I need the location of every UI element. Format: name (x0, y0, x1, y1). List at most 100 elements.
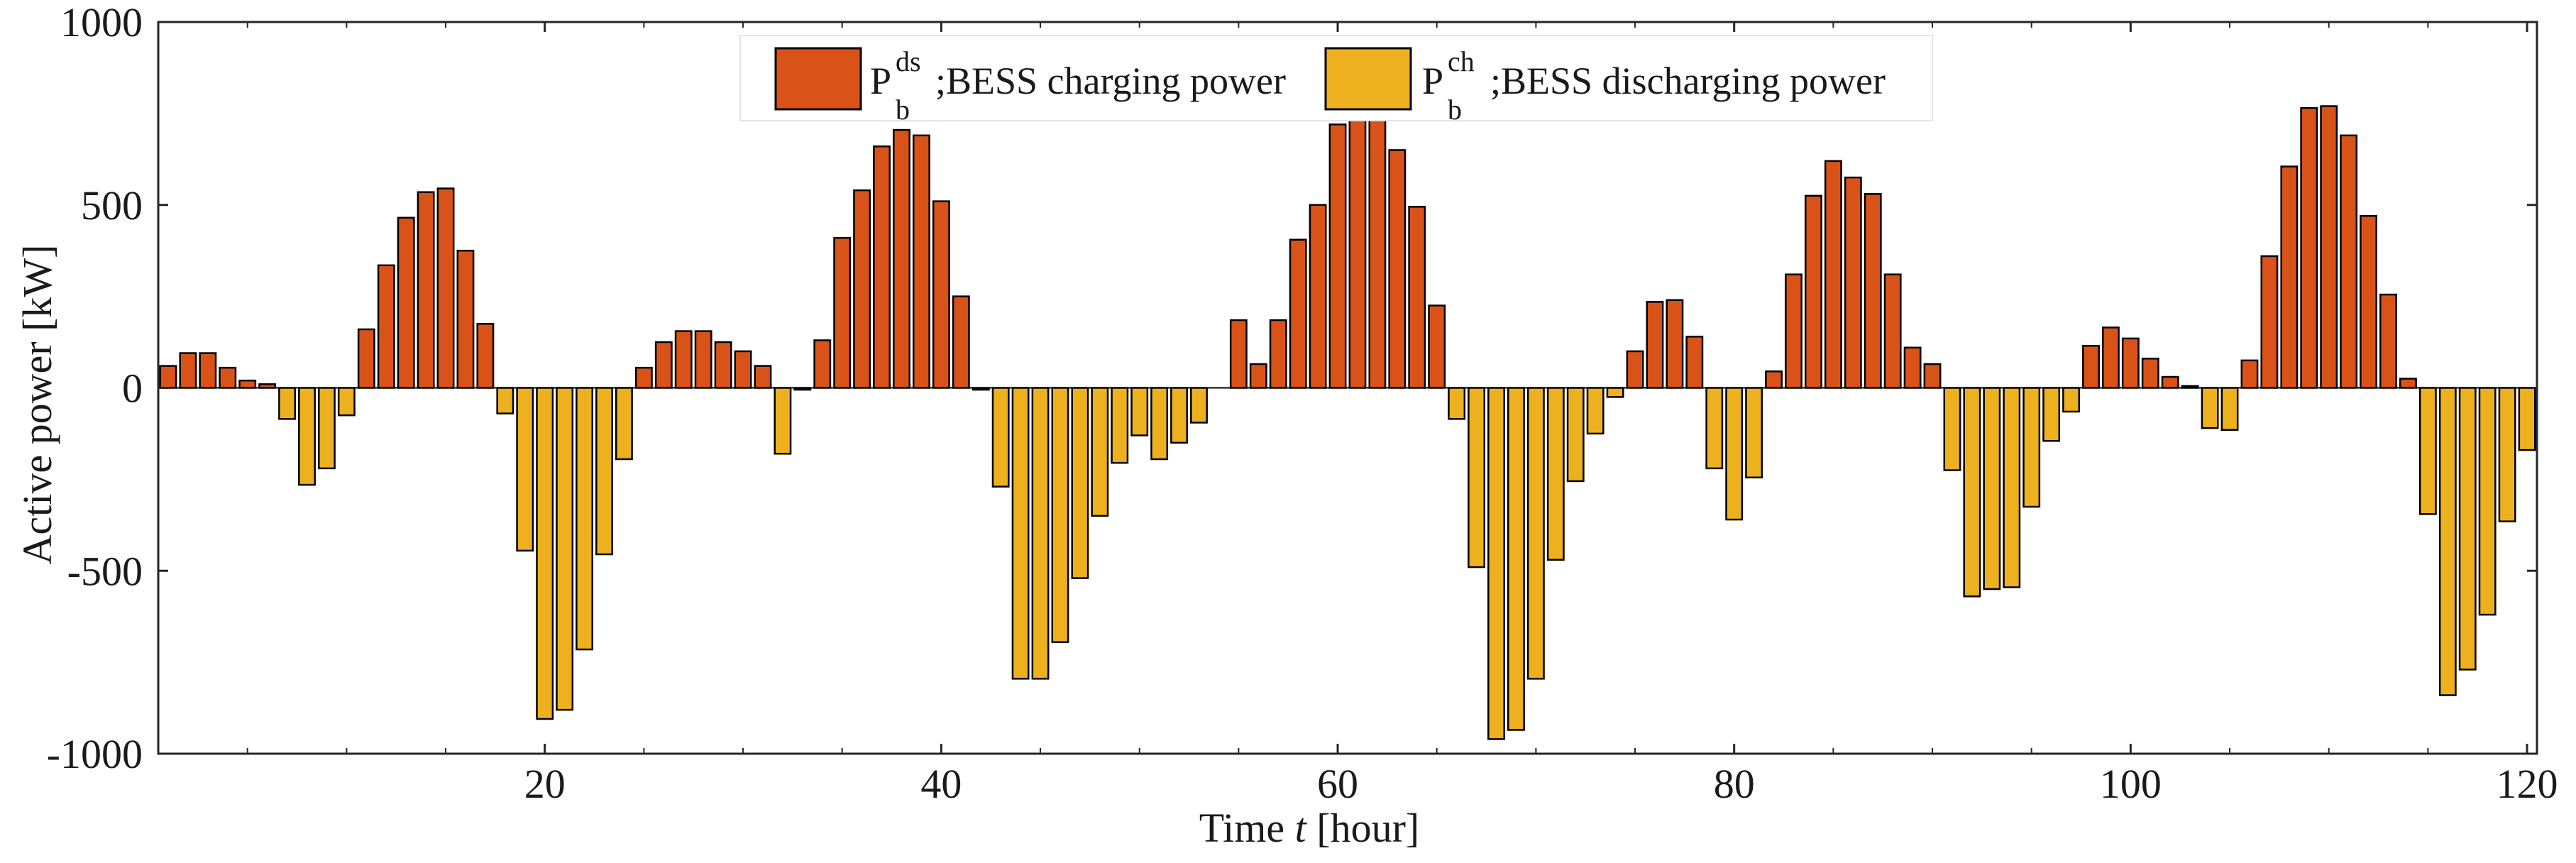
x-axis-label-prefix: Time (1199, 805, 1295, 851)
legend-superscript-charging: ds (896, 45, 921, 77)
x-tick-label: 40 (920, 761, 962, 807)
bar-discharging (2438, 387, 2457, 696)
y-tick-label: 500 (81, 182, 143, 229)
legend-swatch-discharging (1324, 47, 1412, 111)
bar-discharging (774, 387, 792, 455)
bar-charging (238, 379, 257, 389)
bar-charging (1883, 273, 1902, 389)
bar-charging (1368, 109, 1387, 389)
legend-swatch-charging (774, 47, 862, 111)
bar-discharging (536, 387, 554, 720)
bar-charging (952, 295, 970, 389)
bar-discharging (1468, 387, 1485, 568)
bar-discharging (1150, 387, 1169, 461)
bars-group (159, 105, 2536, 740)
bar-charging (1428, 304, 1446, 389)
x-axis-label: Time t [hour] (1199, 805, 1419, 851)
bar-discharging (2003, 387, 2021, 588)
legend-symbol-charging: P (870, 60, 891, 102)
bar-charging (873, 145, 891, 389)
bar-charging (357, 328, 375, 389)
bar-charging (853, 189, 871, 389)
bar-charging (1903, 346, 1922, 389)
bar-charging (2280, 165, 2299, 389)
legend-label-charging: ;BESS charging power (935, 60, 1286, 102)
bar-discharging (1190, 387, 1208, 424)
bar-charging (1864, 193, 1882, 389)
bar-discharging (2458, 387, 2477, 671)
bar-charging (694, 330, 712, 389)
bar-charging (1785, 273, 1802, 389)
bar-discharging (1448, 387, 1466, 420)
bar-charging (476, 323, 495, 389)
bar-charging (893, 128, 910, 389)
bar-discharging (1130, 387, 1149, 436)
bar-charging (2121, 337, 2140, 389)
bar-discharging (2062, 387, 2080, 413)
bar-charging (1805, 194, 1822, 389)
bar-charging (674, 330, 693, 389)
bar-discharging (337, 387, 356, 417)
bar-discharging (1606, 387, 1624, 398)
legend-superscript-discharging: ch (1448, 45, 1475, 77)
y-tick-label: 1000 (60, 0, 143, 45)
x-tick-label: 20 (524, 761, 566, 807)
x-tick-label: 100 (2100, 761, 2162, 807)
bar-charging (219, 366, 237, 389)
bar-discharging (576, 387, 593, 651)
bar-discharging (1725, 387, 1744, 521)
bar-charging (2141, 358, 2159, 389)
y-axis-label: Active power [kW] (14, 245, 60, 565)
bar-charging (1348, 118, 1367, 389)
x-axis-label-variable: t (1295, 805, 1308, 851)
bar-charging (1408, 206, 1426, 389)
x-tick-label: 60 (1317, 761, 1358, 807)
bar-discharging (1487, 387, 1505, 740)
bar-discharging (2022, 387, 2041, 508)
bar-charging (1309, 204, 1327, 389)
legend-subscript-charging: b (896, 94, 910, 126)
bar-discharging (1983, 387, 2001, 590)
bar-charging (913, 134, 930, 389)
bar-charging (2082, 344, 2100, 389)
bar-charging (1765, 370, 1783, 389)
bar-charging (1388, 149, 1407, 389)
bar-discharging (496, 387, 514, 414)
bar-discharging (2201, 387, 2219, 429)
bar-discharging (1745, 387, 1763, 479)
bar-discharging (1963, 387, 1981, 598)
legend-symbol-discharging: P (1422, 60, 1443, 102)
bar-charging (2102, 326, 2120, 389)
bar-charging (813, 339, 832, 389)
legend-label-discharging: ;BESS discharging power (1490, 60, 1886, 102)
bar-charging (159, 365, 177, 389)
bar-charging (1666, 299, 1684, 389)
bar-charging (179, 352, 197, 389)
bar-charging (2399, 378, 2417, 389)
tick-labels: -1000 -500 0 500 1000 20 40 60 80 100 120 (47, 0, 2558, 807)
bar-discharging (595, 387, 613, 556)
bar-discharging (2042, 387, 2061, 442)
bar-charging (2161, 375, 2179, 389)
x-tick-label: 120 (2497, 761, 2558, 807)
bar-charging (1249, 363, 1267, 389)
bar-charging (734, 350, 752, 389)
bar-charging (2379, 293, 2397, 389)
bar-charging (1269, 319, 1287, 389)
bar-charging (833, 236, 852, 389)
bar-discharging (2498, 387, 2516, 522)
bar-discharging (556, 387, 574, 711)
bar-charging (397, 216, 415, 389)
bar-charging (932, 200, 950, 389)
bar-discharging (1566, 387, 1585, 483)
legend: P ds b ;BESS charging power P ch b ;BESS… (739, 35, 1933, 126)
bar-charging (1844, 176, 1862, 389)
bar-charging (1289, 238, 1307, 389)
bar-discharging (1943, 387, 1961, 471)
bar-discharging (2418, 387, 2437, 515)
bar-discharging (1507, 387, 1525, 731)
bar-discharging (1011, 387, 1030, 680)
bar-discharging (318, 387, 336, 470)
bar-charging (1626, 350, 1644, 389)
